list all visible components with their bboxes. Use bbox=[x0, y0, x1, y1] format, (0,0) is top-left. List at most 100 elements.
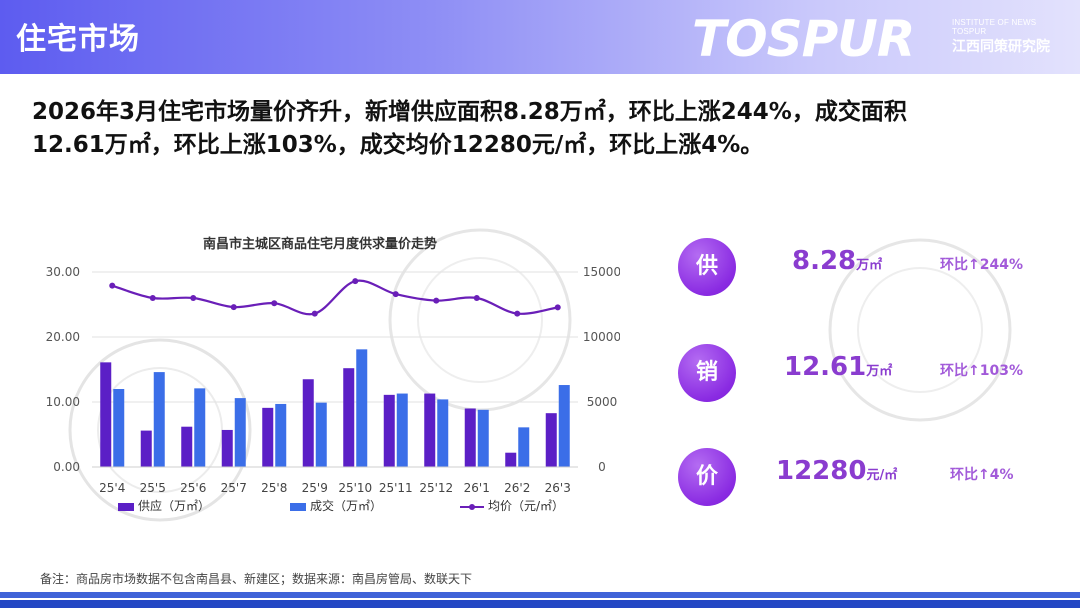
price-point bbox=[311, 310, 318, 317]
headline-line-2: 12.61万㎡，环比上涨103%，成交均价12280元/㎡，环比上涨4%。 bbox=[32, 132, 764, 158]
deal-bar bbox=[315, 402, 327, 467]
legend-swatch-price-dot bbox=[469, 504, 475, 510]
kpi-supply-value: 8.28 bbox=[792, 246, 857, 276]
supply-bar bbox=[181, 426, 193, 467]
price-point bbox=[473, 295, 480, 301]
left-tick-label: 20.00 bbox=[46, 330, 80, 344]
x-tick-label: 25'7 bbox=[221, 481, 247, 495]
deal-bar bbox=[477, 409, 489, 467]
supply-bar bbox=[302, 379, 314, 467]
deal-bar bbox=[234, 398, 246, 467]
kpi-price-unit: 元/㎡ bbox=[866, 468, 898, 483]
tospur-logo: TOSPUR INSTITUTE OF NEWS TOSPUR 江西同策研究院 bbox=[692, 8, 1072, 68]
price-point bbox=[433, 297, 440, 304]
deal-bar bbox=[518, 427, 530, 467]
deal-bar bbox=[437, 399, 449, 467]
kpi-sales: 销 12.61万㎡ 环比↑103% bbox=[678, 344, 1078, 402]
left-axis-ticks: 0.00 10.00 20.00 30.00 bbox=[46, 265, 80, 474]
deal-bar bbox=[113, 389, 125, 467]
x-axis-ticks: 25'4 25'5 25'6 25'7 25'8 25'9 25'10 25'11 25'12 2… bbox=[92, 466, 578, 495]
logo-subtitle-cn: 江西同策研究院 bbox=[952, 39, 1050, 55]
price-point bbox=[109, 282, 116, 289]
price-line-path bbox=[111, 279, 558, 316]
kpi-sales-icon: 销 bbox=[678, 344, 736, 402]
supply-bar bbox=[505, 452, 517, 467]
left-tick-label: 0.00 bbox=[53, 460, 80, 474]
price-point bbox=[149, 295, 156, 301]
kpi-price-value: 12280 bbox=[776, 456, 867, 486]
x-tick-label: 25'11 bbox=[379, 481, 413, 495]
legend-label-price: 均价（元/㎡） bbox=[488, 499, 564, 513]
price-point bbox=[271, 300, 278, 307]
deal-bar bbox=[194, 388, 206, 467]
kpi-supply: 供 8.28万㎡ 环比↑244% bbox=[678, 238, 1078, 296]
kpi-price-change: 环比↑4% bbox=[950, 467, 1014, 483]
kpi-sales-value-wrap: 12.61万㎡ bbox=[784, 352, 892, 382]
supply-bar bbox=[262, 407, 274, 467]
kpi-supply-unit: 万㎡ bbox=[856, 258, 883, 273]
price-line bbox=[109, 278, 561, 317]
right-tick-label: 5000 bbox=[587, 395, 618, 409]
kpi-sales-value: 12.61 bbox=[784, 352, 867, 382]
supply-bar bbox=[221, 429, 233, 467]
price-point bbox=[554, 304, 561, 311]
deal-bar bbox=[153, 372, 165, 467]
price-point bbox=[392, 291, 399, 298]
kpi-price: 价 12280元/㎡ 环比↑4% bbox=[678, 448, 1078, 506]
x-tick-label: 26'2 bbox=[504, 481, 530, 495]
page-title: 住宅市场 bbox=[16, 22, 140, 57]
x-tick-label: 26'3 bbox=[545, 481, 571, 495]
bottom-stripe-light bbox=[0, 592, 1080, 598]
deal-bar bbox=[356, 349, 368, 467]
bottom-stripe-dark bbox=[0, 600, 1080, 608]
x-tick-label: 26'1 bbox=[464, 481, 490, 495]
legend-label-supply: 供应（万㎡） bbox=[138, 498, 210, 513]
chart-gridlines bbox=[92, 271, 578, 468]
chart-legend: 供应（万㎡） 成交（万㎡） 均价（元/㎡） bbox=[118, 498, 564, 513]
chart-bars bbox=[100, 349, 570, 467]
supply-bar bbox=[100, 362, 112, 467]
kpi-supply-change: 环比↑244% bbox=[940, 257, 1023, 273]
logo-subtitle-en: INSTITUTE OF NEWS TOSPUR bbox=[952, 18, 1037, 36]
chart-title: 南昌市主城区商品住宅月度供求量价走势 bbox=[203, 236, 437, 252]
x-tick-label: 25'4 bbox=[99, 481, 125, 495]
deal-bar bbox=[396, 393, 408, 467]
kpi-price-value-wrap: 12280元/㎡ bbox=[776, 456, 897, 486]
supply-bar bbox=[383, 394, 395, 467]
header-bar: 住宅市场 TOSPUR INSTITUTE OF NEWS TOSPUR 江西同… bbox=[0, 0, 1080, 74]
x-tick-label: 25'12 bbox=[419, 481, 453, 495]
kpi-price-icon: 价 bbox=[678, 448, 736, 506]
right-tick-label: 0 bbox=[598, 460, 606, 474]
supply-bar bbox=[545, 413, 557, 467]
price-point bbox=[514, 310, 521, 317]
footnote: 备注：商品房市场数据不包含南昌县、新建区；数据来源：南昌房管局、数联天下 bbox=[40, 572, 473, 586]
x-tick-label: 25'8 bbox=[261, 481, 287, 495]
headline-line-1: 2026年3月住宅市场量价齐升，新增供应面积8.28万㎡，环比上涨244%，成交… bbox=[32, 99, 907, 125]
supply-bar bbox=[424, 393, 436, 467]
legend-label-deal: 成交（万㎡） bbox=[310, 498, 382, 513]
right-tick-label: 15000 bbox=[583, 265, 620, 279]
x-tick-label: 25'6 bbox=[180, 481, 206, 495]
kpi-supply-value-wrap: 8.28万㎡ bbox=[792, 246, 882, 276]
legend-swatch-deal bbox=[290, 503, 306, 511]
left-tick-label: 10.00 bbox=[46, 395, 80, 409]
logo-wordmark: TOSPUR bbox=[692, 10, 915, 68]
headline-summary: 2026年3月住宅市场量价齐升，新增供应面积8.28万㎡，环比上涨244%，成交… bbox=[32, 96, 1062, 162]
legend-swatch-supply bbox=[118, 503, 134, 511]
kpi-sales-unit: 万㎡ bbox=[866, 364, 893, 379]
price-point bbox=[352, 278, 359, 285]
left-tick-label: 30.00 bbox=[46, 265, 80, 279]
deal-bar bbox=[275, 403, 287, 467]
right-axis-ticks: 0 5000 10000 15000 bbox=[583, 265, 620, 474]
supply-demand-price-chart: 南昌市主城区商品住宅月度供求量价走势 0.00 10.00 20.00 30.00 0… bbox=[46, 236, 620, 513]
right-tick-label: 10000 bbox=[583, 330, 620, 344]
x-tick-label: 25'9 bbox=[302, 481, 328, 495]
x-tick-label: 25'5 bbox=[140, 481, 166, 495]
supply-bar bbox=[464, 408, 476, 467]
price-point bbox=[190, 295, 197, 301]
kpi-sales-change: 环比↑103% bbox=[940, 363, 1023, 379]
kpi-supply-icon: 供 bbox=[678, 238, 736, 296]
price-point bbox=[230, 304, 237, 311]
supply-bar bbox=[140, 430, 152, 467]
supply-bar bbox=[343, 368, 355, 467]
